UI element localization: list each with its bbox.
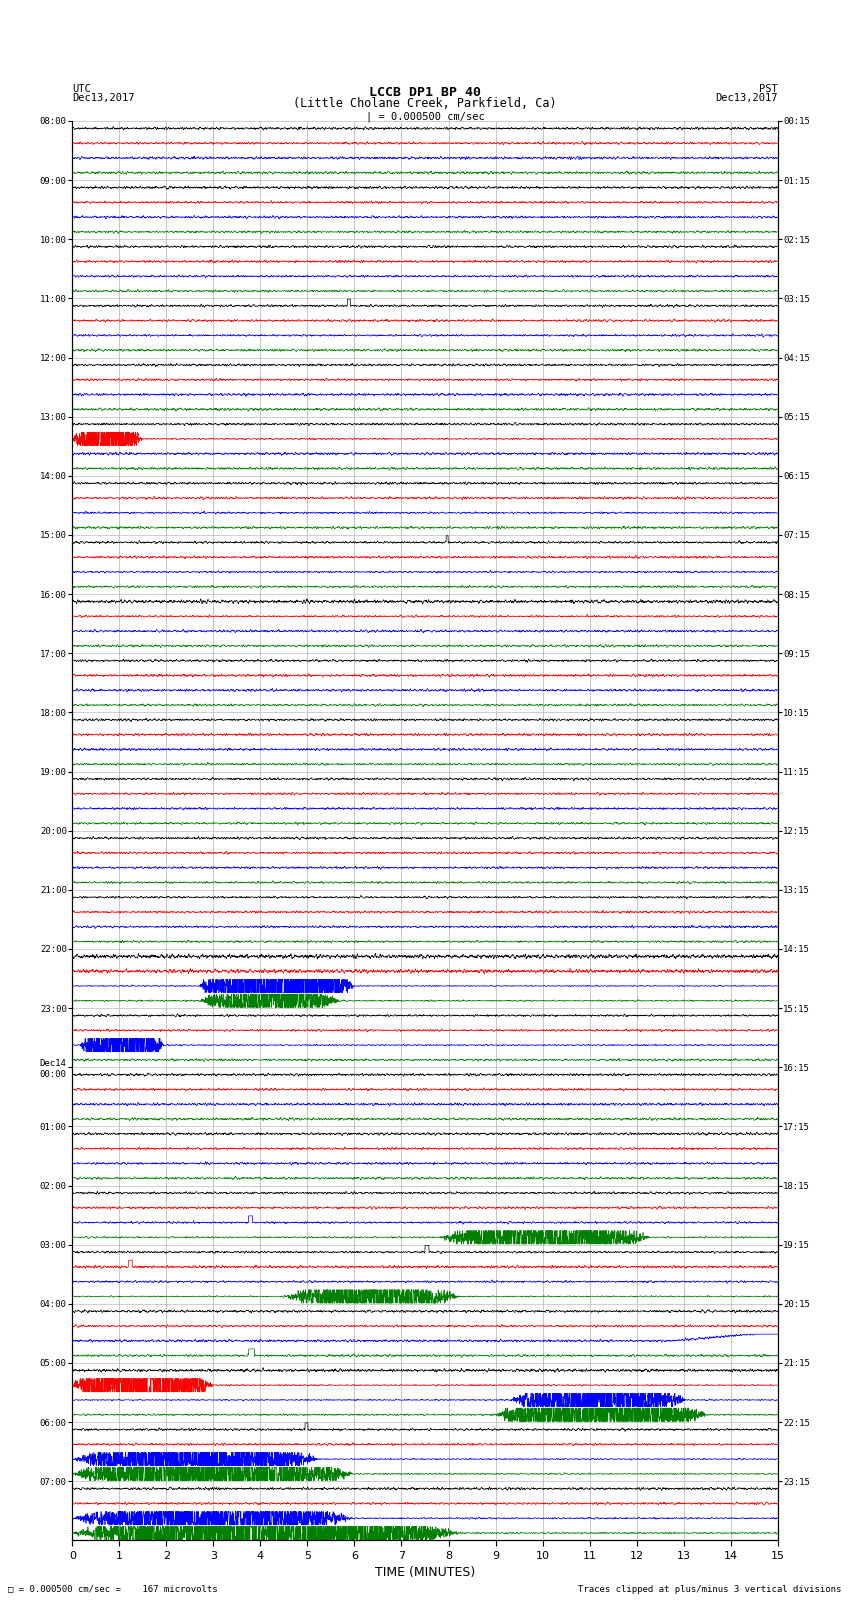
Text: LCCB DP1 BP 40: LCCB DP1 BP 40 xyxy=(369,85,481,100)
Text: (Little Cholane Creek, Parkfield, Ca): (Little Cholane Creek, Parkfield, Ca) xyxy=(293,97,557,111)
Text: PST: PST xyxy=(759,84,778,94)
Text: | = 0.000500 cm/sec: | = 0.000500 cm/sec xyxy=(366,111,484,123)
Text: Dec13,2017: Dec13,2017 xyxy=(715,94,778,103)
Text: □ = 0.000500 cm/sec =    167 microvolts: □ = 0.000500 cm/sec = 167 microvolts xyxy=(8,1584,218,1594)
Text: Traces clipped at plus/minus 3 vertical divisions: Traces clipped at plus/minus 3 vertical … xyxy=(578,1584,842,1594)
X-axis label: TIME (MINUTES): TIME (MINUTES) xyxy=(375,1566,475,1579)
Text: UTC: UTC xyxy=(72,84,91,94)
Text: Dec13,2017: Dec13,2017 xyxy=(72,94,135,103)
